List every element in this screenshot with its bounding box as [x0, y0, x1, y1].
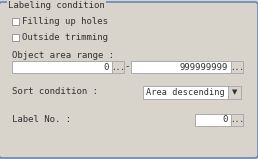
Text: 0: 0 — [223, 115, 228, 124]
Text: 0: 0 — [104, 62, 109, 72]
Bar — [231, 61, 243, 73]
Text: ...: ... — [111, 62, 125, 72]
Bar — [195, 114, 231, 126]
Text: Label No. :: Label No. : — [12, 115, 71, 124]
Bar — [12, 61, 112, 73]
Text: ▼: ▼ — [232, 90, 237, 96]
Bar — [231, 114, 243, 126]
Bar — [131, 61, 231, 73]
Text: Area descending: Area descending — [146, 88, 225, 97]
Text: -: - — [124, 62, 130, 72]
Text: Object area range :: Object area range : — [12, 51, 114, 59]
Text: Outside trimming: Outside trimming — [22, 34, 108, 42]
Bar — [228, 86, 241, 99]
Text: Labeling condition: Labeling condition — [8, 0, 105, 10]
Text: ...: ... — [230, 62, 244, 72]
Bar — [12, 34, 19, 41]
Text: Sort condition :: Sort condition : — [12, 87, 98, 97]
Text: 999999999: 999999999 — [180, 62, 228, 72]
Text: ...: ... — [230, 115, 244, 124]
Bar — [143, 86, 228, 99]
Text: Filling up holes: Filling up holes — [22, 17, 108, 27]
Bar — [112, 61, 124, 73]
Bar — [12, 18, 19, 25]
